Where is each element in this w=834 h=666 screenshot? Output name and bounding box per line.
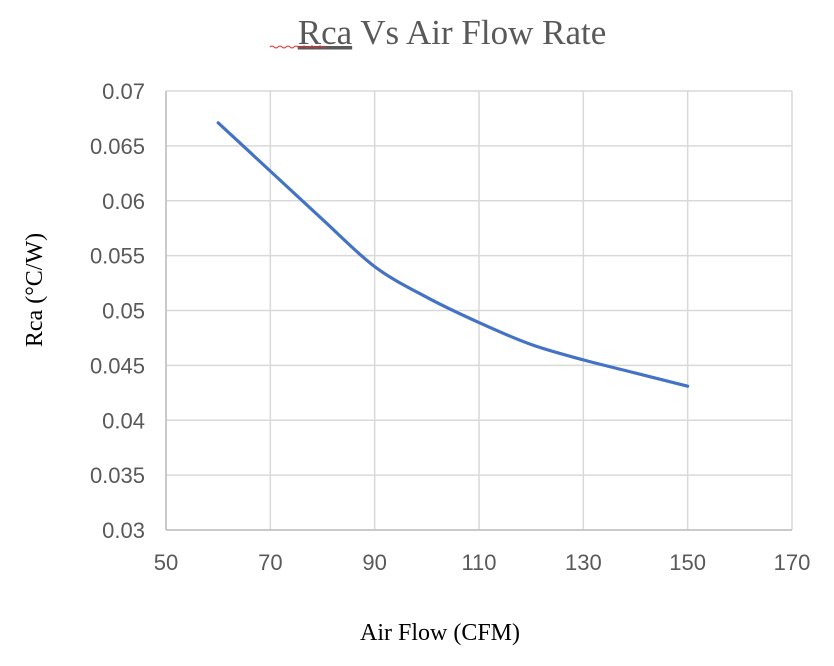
y-tick-label: 0.05 (102, 299, 145, 324)
x-tick-label: 130 (565, 550, 602, 575)
chart-title: Rca Vs Air Flow Rate (298, 13, 607, 52)
tick-labels: 0.03 0.035 0.04 0.045 0.05 0.055 0.06 0.065 0.07… (90, 79, 810, 575)
x-axis-label: Air Flow (CFM) (360, 620, 520, 646)
y-tick-label: 0.03 (102, 518, 145, 543)
series (216, 121, 690, 388)
chart-title-word-rca: Rca (298, 13, 353, 52)
x-tick-label: 110 (461, 550, 496, 575)
y-axis-label: Rca (°C/W) (22, 233, 48, 347)
y-tick-label: 0.07 (102, 79, 145, 104)
x-tick-label: 50 (154, 550, 178, 575)
x-tick-label: 90 (362, 550, 386, 575)
y-tick-label: 0.04 (102, 408, 145, 433)
y-tick-label: 0.045 (90, 353, 145, 378)
y-tick-label: 0.065 (90, 134, 145, 159)
y-tick-label: 0.035 (90, 463, 145, 488)
x-tick-label: 70 (258, 550, 282, 575)
spellcheck-squiggle (269, 45, 327, 49)
grid (165, 90, 793, 531)
chart-title-rest: Vs Air Flow Rate (352, 13, 606, 52)
x-tick-label: 170 (774, 550, 811, 575)
series-line-rca (216, 121, 690, 388)
y-tick-label: 0.06 (102, 189, 145, 214)
x-tick-label: 150 (669, 550, 706, 575)
y-tick-label: 0.055 (90, 244, 145, 269)
